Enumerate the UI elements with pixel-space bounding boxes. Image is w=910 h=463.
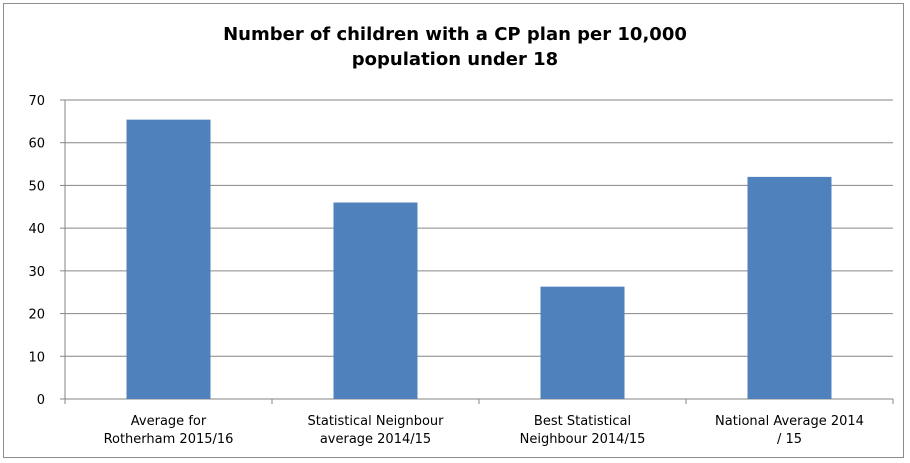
x-category-label: Best Statistical Neighbour 2014/15 — [520, 414, 646, 447]
y-tick-label: 10 — [28, 350, 45, 365]
y-tick-label: 50 — [28, 179, 45, 194]
y-tick-label: 0 — [37, 393, 45, 408]
y-tick-label: 30 — [28, 265, 45, 280]
bar — [126, 119, 211, 400]
chart-title: Number of children with a CP plan per 10… — [223, 24, 687, 70]
y-tick-label: 40 — [28, 222, 45, 237]
y-tick-label: 20 — [28, 308, 45, 323]
y-tick-label: 60 — [28, 137, 45, 152]
bar — [333, 202, 418, 399]
bar — [747, 176, 832, 399]
x-category-label: Statistical Neignbour average 2014/15 — [308, 414, 445, 447]
bar — [540, 286, 625, 399]
x-category-label: Average for Rotherham 2015/16 — [104, 414, 234, 447]
y-tick-label: 70 — [28, 94, 45, 109]
x-category-label: National Average 2014/ 15 — [715, 414, 864, 447]
